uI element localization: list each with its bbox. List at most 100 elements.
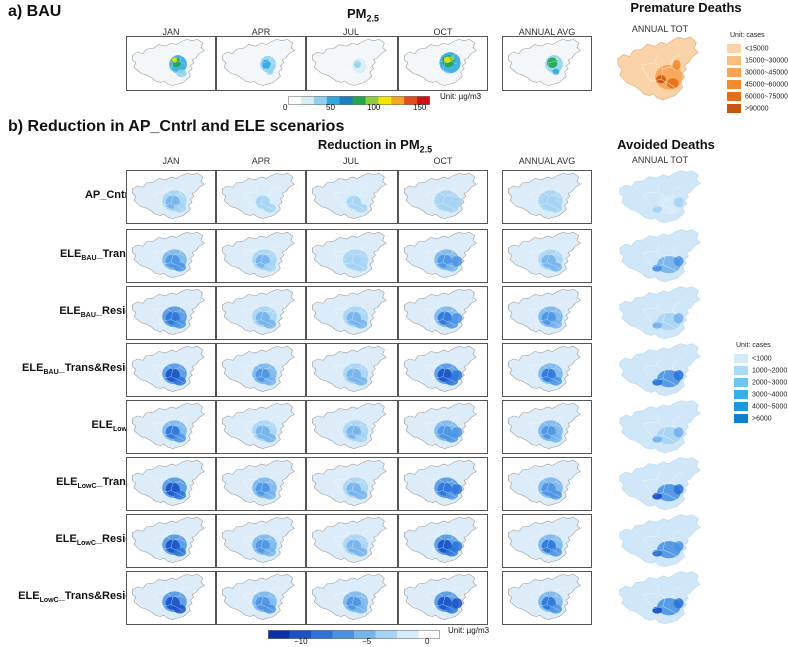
reduction-map-oct bbox=[398, 170, 488, 224]
avoided-deaths-title: Avoided Deaths bbox=[617, 137, 715, 152]
scenario-label-prefix: ELE bbox=[22, 362, 44, 374]
bau-map-annual-avg bbox=[502, 36, 592, 91]
legend-a-item: 45000~60000 bbox=[727, 80, 788, 89]
legend-a-label: >90000 bbox=[745, 105, 769, 113]
month-label-b-oct: OCT bbox=[433, 156, 453, 166]
legend-b-label: 2000~3000 bbox=[752, 379, 788, 387]
reduction-map-oct bbox=[398, 514, 488, 568]
legend-b-title: Unit: cases bbox=[736, 342, 771, 349]
cbar-a-segment bbox=[339, 96, 354, 105]
reduction-map-jul bbox=[306, 400, 398, 454]
scenario-label-sub: BAU bbox=[43, 369, 59, 377]
reduction-map-oct bbox=[398, 229, 488, 283]
scenario-label-suffix: _Trans bbox=[96, 248, 132, 260]
legend-a-label: 45000~60000 bbox=[745, 81, 788, 89]
section-b-title: b) Reduction in AP_Cntrl and ELE scenari… bbox=[8, 118, 345, 135]
legend-b-item: 1000~2000 bbox=[734, 366, 787, 375]
scenario-label-prefix: ELE bbox=[56, 476, 78, 488]
legend-a-item: >90000 bbox=[727, 104, 769, 113]
reduction-map-jan bbox=[126, 400, 216, 454]
legend-b-label: <1000 bbox=[752, 355, 772, 363]
cbar-b-segment bbox=[268, 630, 290, 639]
cbar-a-segment bbox=[313, 96, 328, 105]
legend-b-swatch bbox=[734, 354, 748, 363]
legend-a-label: 60000~75000 bbox=[745, 93, 788, 101]
legend-b-swatch bbox=[734, 390, 748, 399]
bau-map-jul bbox=[306, 36, 398, 91]
scenario-label-prefix: ELE bbox=[91, 419, 113, 431]
scenario-label-suffix: _Resid bbox=[95, 305, 132, 317]
cbar-a-segment bbox=[352, 96, 366, 105]
reduction-map-jan bbox=[126, 514, 216, 568]
month-label-jul: JUL bbox=[342, 27, 359, 37]
cbar-b-tick-minus5: −5 bbox=[362, 637, 372, 646]
scenario-label-prefix: AP_Cntrl bbox=[84, 189, 132, 201]
reduction-map-annual-avg bbox=[502, 170, 592, 224]
bau-map-oct bbox=[398, 36, 488, 91]
scenario-label-sub: BAU bbox=[81, 255, 97, 263]
cbar-a-segment bbox=[391, 96, 405, 105]
premature-deaths-map bbox=[612, 34, 710, 106]
legend-a-swatch bbox=[727, 56, 741, 65]
cbar-b-segment bbox=[289, 630, 312, 639]
cbar-a-unit: Unit: µg/m3 bbox=[440, 92, 482, 101]
legend-b-label: 1000~2000 bbox=[752, 367, 788, 375]
cbar-b-tick-0: 0 bbox=[425, 637, 430, 646]
legend-b-swatch bbox=[734, 414, 748, 423]
reduction-map-oct bbox=[398, 400, 488, 454]
legend-b-swatch bbox=[734, 378, 748, 387]
reduction-map-apr bbox=[216, 400, 306, 454]
reduction-map-apr bbox=[216, 229, 306, 283]
scenario-label-suffix: _Trans&Resid bbox=[58, 590, 132, 602]
cbar-a-segment bbox=[326, 96, 341, 105]
cbar-b-segment bbox=[375, 630, 398, 639]
cbar-a-tick-100: 100 bbox=[367, 103, 381, 112]
reduction-map-jan bbox=[126, 457, 216, 511]
reduction-map-annual-avg bbox=[502, 400, 592, 454]
scenario-label: ELELowC_Resid bbox=[0, 533, 132, 547]
scenario-label: ELELowC_Trans bbox=[0, 476, 132, 490]
legend-b-swatch bbox=[734, 366, 748, 375]
reduction-map-apr bbox=[216, 514, 306, 568]
month-label-b-jan: JAN bbox=[162, 156, 180, 166]
cbar-a-segment bbox=[417, 96, 431, 105]
reduction-map-jul bbox=[306, 457, 398, 511]
reduction-map-oct bbox=[398, 343, 488, 397]
cbar-b-unit: Unit: µg/m3 bbox=[448, 626, 490, 635]
scenario-label-suffix: _Resid bbox=[95, 533, 132, 545]
month-label-b-jul: JUL bbox=[342, 156, 359, 166]
reduction-map-annual-avg bbox=[502, 571, 592, 625]
pm25-title: PM2.5 bbox=[346, 6, 379, 24]
reduction-map-oct bbox=[398, 571, 488, 625]
premature-deaths-title: Premature Deaths bbox=[630, 0, 742, 15]
scenario-label-sub: LowC bbox=[39, 597, 59, 605]
legend-a-item: <15000 bbox=[727, 44, 769, 53]
legend-a-swatch bbox=[727, 104, 741, 113]
reduction-map-oct bbox=[398, 457, 488, 511]
cbar-b-tick-minus10: −10 bbox=[294, 637, 308, 646]
legend-b-swatch bbox=[734, 402, 748, 411]
cbar-b-segment bbox=[397, 630, 419, 639]
reduction-map-jan bbox=[126, 286, 216, 340]
scenario-label-sub: BAU bbox=[80, 312, 96, 320]
legend-b-item: 2000~3000 bbox=[734, 378, 787, 387]
reduction-map-apr bbox=[216, 343, 306, 397]
reduction-map-annual-avg bbox=[502, 514, 592, 568]
avoided-deaths-map bbox=[614, 512, 712, 572]
legend-b-item: >6000 bbox=[734, 414, 772, 423]
cbar-a-tick-150: 150 bbox=[413, 103, 427, 112]
annual-tot-label-b: ANNUAL TOT bbox=[631, 155, 689, 165]
legend-b-label: >6000 bbox=[752, 415, 772, 423]
reduction-map-annual-avg bbox=[502, 229, 592, 283]
reduction-map-jan bbox=[126, 170, 216, 224]
scenario-label-prefix: ELE bbox=[59, 248, 82, 260]
scenario-label-prefix: ELE bbox=[55, 533, 77, 545]
scenario-label-sub: LowC bbox=[76, 540, 96, 548]
cbar-b-segment bbox=[311, 630, 333, 639]
cbar-a-segment bbox=[300, 96, 315, 105]
avoided-deaths-map bbox=[614, 398, 712, 458]
reduction-map-annual-avg bbox=[502, 457, 592, 511]
scenario-label: ELEBAU_Trans bbox=[0, 248, 132, 262]
reduction-title: Reduction in PM2.5 bbox=[317, 137, 433, 155]
scenario-label-suffix: _Trans&Resid bbox=[58, 362, 132, 374]
